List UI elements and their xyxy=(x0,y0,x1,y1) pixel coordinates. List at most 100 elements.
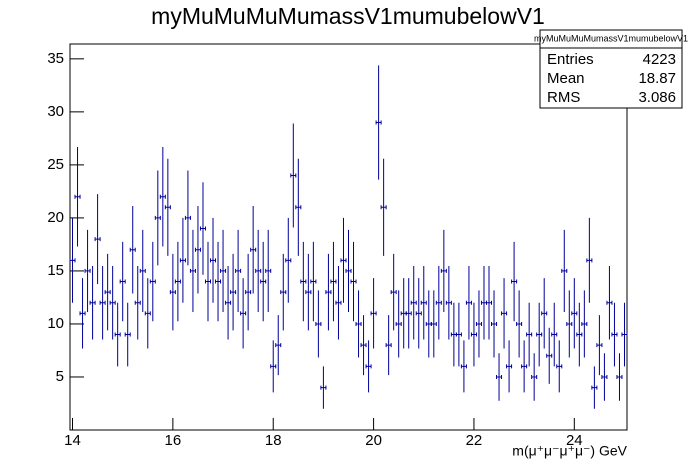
data-point xyxy=(470,302,477,367)
data-point xyxy=(220,229,227,313)
data-point xyxy=(410,266,417,340)
data-point xyxy=(485,266,493,340)
data-point xyxy=(621,302,628,367)
data-point xyxy=(149,241,156,322)
data-point xyxy=(144,278,151,349)
y-tick-label: 25 xyxy=(47,156,64,173)
data-point xyxy=(581,290,588,358)
data-point xyxy=(501,278,508,349)
stats-value: 4223 xyxy=(643,51,676,68)
data-point xyxy=(94,194,101,285)
data-point xyxy=(340,217,347,303)
data-point xyxy=(576,302,583,367)
data-point xyxy=(300,241,307,322)
data-point xyxy=(390,253,397,331)
data-point xyxy=(89,266,96,340)
y-tick-label: 35 xyxy=(47,50,64,67)
y-tick-label: 30 xyxy=(47,103,64,120)
data-point xyxy=(79,278,86,349)
data-point xyxy=(305,253,312,331)
data-point xyxy=(99,266,106,340)
x-axis-label: m(μ⁺μ⁻μ⁺μ⁻) GeV xyxy=(512,443,627,459)
data-point xyxy=(521,340,528,393)
stats-value: 3.086 xyxy=(638,89,676,106)
data-point xyxy=(280,253,287,331)
data-point xyxy=(230,253,237,331)
data-point xyxy=(420,266,427,340)
data-point xyxy=(561,229,568,313)
data-point xyxy=(480,266,487,340)
data-point xyxy=(511,241,518,322)
y-tick-label: 20 xyxy=(47,209,64,226)
data-point xyxy=(260,241,267,322)
data-point xyxy=(355,290,362,358)
data-point xyxy=(225,266,232,340)
stats-box: myMuMuMuMumassV1mumubelowV1 Entries 4223… xyxy=(534,29,688,109)
stats-frame xyxy=(539,29,683,109)
data-point xyxy=(129,206,136,294)
stats-label: Entries xyxy=(547,51,594,68)
data-point xyxy=(516,290,523,358)
data-point xyxy=(611,302,618,367)
data-point xyxy=(380,158,387,256)
data-point xyxy=(536,302,543,367)
data-point xyxy=(335,266,342,340)
data-point xyxy=(270,340,277,393)
data-point xyxy=(119,241,126,322)
data-point xyxy=(400,278,407,349)
data-point xyxy=(601,353,608,401)
data-point xyxy=(210,217,217,303)
data-point xyxy=(415,278,422,349)
data-point xyxy=(596,315,603,376)
data-point xyxy=(556,340,563,393)
data-point xyxy=(616,353,623,401)
data-point xyxy=(425,290,432,358)
y-tick-label: 5 xyxy=(56,368,64,385)
data-point xyxy=(275,315,282,376)
data-point xyxy=(350,241,357,322)
data-point xyxy=(159,146,166,247)
x-tick-label: 24 xyxy=(566,432,583,449)
data-point xyxy=(169,253,176,331)
data-point xyxy=(370,278,377,349)
stats-title: myMuMuMuMumassV1mumubelowV1 xyxy=(534,33,688,43)
data-point xyxy=(235,229,242,313)
data-point xyxy=(109,266,116,340)
data-point xyxy=(84,229,91,313)
data-point xyxy=(240,278,247,349)
data-point xyxy=(460,340,467,393)
data-point xyxy=(491,290,498,358)
plot-frame xyxy=(69,43,628,431)
data-point xyxy=(360,315,367,376)
data-point xyxy=(586,217,593,303)
stats-label: RMS xyxy=(547,89,580,106)
data-point xyxy=(591,366,598,409)
data-point xyxy=(445,266,452,340)
data-point xyxy=(74,146,81,247)
data-point xyxy=(405,278,412,349)
data-point xyxy=(139,229,146,313)
data-point xyxy=(114,302,121,367)
y-tick-label: 15 xyxy=(47,262,64,279)
data-point xyxy=(320,366,327,409)
stats-value: 18.87 xyxy=(638,70,676,87)
data-point xyxy=(375,65,382,180)
data-point xyxy=(265,229,272,313)
data-point xyxy=(440,229,447,313)
data-point xyxy=(124,302,131,367)
data-point xyxy=(330,241,337,322)
data-point xyxy=(199,182,206,275)
data-point xyxy=(546,327,553,384)
data-point xyxy=(189,229,196,313)
data-point xyxy=(430,290,437,358)
data-point xyxy=(325,253,332,331)
data-point xyxy=(215,241,222,322)
data-point xyxy=(606,266,613,340)
data-point xyxy=(526,302,533,367)
y-tick-label: 10 xyxy=(47,315,64,332)
data-point xyxy=(285,217,292,303)
chart-title: myMuMuMuMumassV1mumubelowV1 xyxy=(151,3,545,29)
data-point xyxy=(455,302,462,367)
data-point xyxy=(194,206,201,294)
